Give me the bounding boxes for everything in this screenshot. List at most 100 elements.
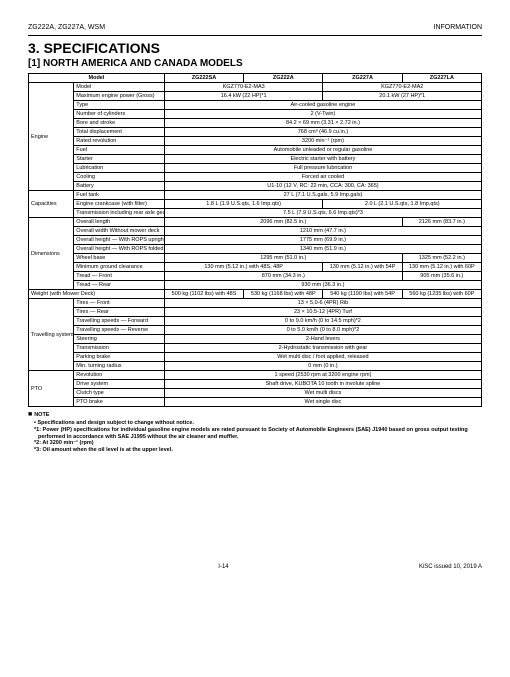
table-row: Drive systemShaft drive, KUBOTA 10 tooth…: [29, 380, 482, 389]
table-row: Number of cylinders2 (V-Twin): [29, 110, 482, 119]
table-row: Travelling speeds — Forward0 to 9.0 km/h…: [29, 317, 482, 326]
value-cell: 2096 mm (82.5 in.): [164, 218, 402, 227]
value-cell: 540 kg (1190 lbs) with 54P: [323, 290, 402, 299]
attr-cell: Starter: [74, 155, 165, 164]
attr-cell: Transmission including rear axle gear ca…: [74, 209, 165, 218]
table-row: CoolingForced air cooled: [29, 173, 482, 182]
attr-cell: PTO brake: [74, 398, 165, 407]
value-cell: 130 mm (5.12 in.) with 60P: [402, 263, 481, 272]
value-cell: 0 to 5.0 km/h (0 to 8.0 mph)*2: [164, 326, 481, 335]
value-cell: 0 mm (0 in.): [164, 362, 481, 371]
value-cell: 1 speed (2530 rpm at 3200 engine rpm): [164, 371, 481, 380]
value-cell: 1210 mm (47.7 in.): [164, 227, 481, 236]
attr-cell: Model: [74, 83, 165, 92]
value-cell: 768 cm³ (46.9 cu.in.): [164, 128, 481, 137]
header-rule: [28, 35, 482, 36]
attr-cell: Tread — Rear: [74, 281, 165, 290]
group-cell: Engine: [29, 83, 74, 191]
value-cell: KGZ770-E2-MA2: [323, 83, 482, 92]
table-row: Weight (with Mower Deck)500 kg (1102 lbs…: [29, 290, 482, 299]
value-cell: 530 kg (1168 lbs) with 48P: [244, 290, 323, 299]
value-cell: Wet single disc: [164, 398, 481, 407]
subsection-title: [1] NORTH AMERICA AND CANADA MODELS: [28, 58, 482, 69]
notes-block: ■ NOTE • Specifications and design subje…: [28, 411, 482, 454]
table-row: Total displacement768 cm³ (46.9 cu.in.): [29, 128, 482, 137]
column-header: Model: [29, 74, 165, 83]
attr-cell: Overall length: [74, 218, 165, 227]
value-cell: Automobile unleaded or regular gasoline: [164, 146, 481, 155]
table-row: TypeAir-cooled gasoline engine: [29, 101, 482, 110]
column-header: ZG222A: [244, 74, 323, 83]
value-cell: U1-10 (12 V, RC: 22 min, CCA: 300, CA: 3…: [164, 182, 481, 191]
value-cell: Electric starter with battery: [164, 155, 481, 164]
specifications-table: ModelZG222SAZG222AZG227AZG227LA EngineMo…: [28, 73, 482, 407]
attr-cell: Overall width Without mower deck: [74, 227, 165, 236]
table-row: Rated revolution3200 min⁻¹ (rpm): [29, 137, 482, 146]
table-row: PTO brakeWet single disc: [29, 398, 482, 407]
value-cell: 930 mm (36.3 in.): [164, 281, 481, 290]
attr-cell: Tires — Rear: [74, 308, 165, 317]
value-cell: 1.8 L (1.9 U.S.qts, 1.6 Imp.qts): [164, 200, 323, 209]
attr-cell: Revolution: [74, 371, 165, 380]
table-row: Minimum ground clearance130 mm (5.12 in.…: [29, 263, 482, 272]
doc-section: INFORMATION: [434, 24, 482, 31]
value-cell: 20.1 kW (27 HP)*1: [323, 92, 482, 101]
note-line: *2: At 3200 min⁻¹ (rpm): [28, 440, 482, 447]
value-cell: 1295 mm (51.0 in.): [164, 254, 402, 263]
group-cell: Travelling system: [29, 299, 74, 371]
attr-cell: Minimum ground clearance: [74, 263, 165, 272]
value-cell: 2-Hand levers: [164, 335, 481, 344]
attr-cell: Drive system: [74, 380, 165, 389]
value-cell: 3200 min⁻¹ (rpm): [164, 137, 481, 146]
attr-cell: Cooling: [74, 173, 165, 182]
attr-cell: Wheel base: [74, 254, 165, 263]
column-header: ZG222SA: [164, 74, 243, 83]
attr-cell: Engine crankcase (with filter): [74, 200, 165, 209]
value-cell: 130 mm (5.12 in.) with 48S, 48P: [164, 263, 323, 272]
value-cell: Wet multi discs: [164, 389, 481, 398]
value-cell: 2-Hydrostatic transmission with gear: [164, 344, 481, 353]
value-cell: 560 kg (1235 lbs) with 60P: [402, 290, 481, 299]
value-cell: KGZ770-E2-MA3: [164, 83, 323, 92]
table-row: Tread — Rear930 mm (36.3 in.): [29, 281, 482, 290]
group-cell: Weight (with Mower Deck): [29, 290, 165, 299]
table-row: Overall width Without mower deck1210 mm …: [29, 227, 482, 236]
doc-models: ZG222A, ZG227A, WSM: [28, 24, 105, 31]
table-row: PTORevolution1 speed (2530 rpm at 3200 e…: [29, 371, 482, 380]
value-cell: 500 kg (1102 lbs) with 48S: [164, 290, 243, 299]
table-row: Overall height — With ROPS upright1775 m…: [29, 236, 482, 245]
table-row: Wheel base1295 mm (51.0 in.)1325 mm (52.…: [29, 254, 482, 263]
attr-cell: Tread — Front: [74, 272, 165, 281]
table-row: EngineModelKGZ770-E2-MA3KGZ770-E2-MA2: [29, 83, 482, 92]
section-title: 3. SPECIFICATIONS: [28, 40, 482, 56]
value-cell: 16.4 kW (22 HP)*1: [164, 92, 323, 101]
value-cell: 2 (V-Twin): [164, 110, 481, 119]
page-footer: I-14 KiSC issued 10, 2019 A: [28, 564, 482, 570]
value-cell: 84.2 × 69 mm (3.31 × 2.72 in.): [164, 119, 481, 128]
table-row: BatteryU1-10 (12 V, RC: 22 min, CCA: 300…: [29, 182, 482, 191]
attr-cell: Overall height — With ROPS folded: [74, 245, 165, 254]
table-row: CapacitiesFuel tank27 L (7.1 U.S.gals, 5…: [29, 191, 482, 200]
note-line: • Specifications and design subject to c…: [28, 420, 482, 427]
attr-cell: Fuel tank: [74, 191, 165, 200]
value-cell: 870 mm (34.3 in.): [164, 272, 402, 281]
value-cell: 27 L (7.1 U.S.gals, 5.9 Imp.gals): [164, 191, 481, 200]
issue-stamp: KiSC issued 10, 2019 A: [419, 564, 482, 570]
table-row: Clutch typeWet multi discs: [29, 389, 482, 398]
attr-cell: Maximum engine power (Gross): [74, 92, 165, 101]
column-header: ZG227A: [323, 74, 402, 83]
value-cell: 1775 mm (69.9 in.): [164, 236, 481, 245]
attr-cell: Clutch type: [74, 389, 165, 398]
note-line: *1: Power (HP) specifications for indivi…: [28, 427, 482, 441]
attr-cell: Number of cylinders: [74, 110, 165, 119]
group-cell: PTO: [29, 371, 74, 407]
attr-cell: Type: [74, 101, 165, 110]
header-bar: ZG222A, ZG227A, WSM INFORMATION: [28, 24, 482, 31]
value-cell: 2.0 L (2.1 U.S.qts, 1.8 Imp.qts): [323, 200, 482, 209]
attr-cell: Steering: [74, 335, 165, 344]
value-cell: 1340 mm (51.9 in.): [164, 245, 481, 254]
table-row: StarterElectric starter with battery: [29, 155, 482, 164]
table-row: Transmission2-Hydrostatic transmission w…: [29, 344, 482, 353]
attr-cell: Total displacement: [74, 128, 165, 137]
table-row: DimensionsOverall length2096 mm (82.5 in…: [29, 218, 482, 227]
